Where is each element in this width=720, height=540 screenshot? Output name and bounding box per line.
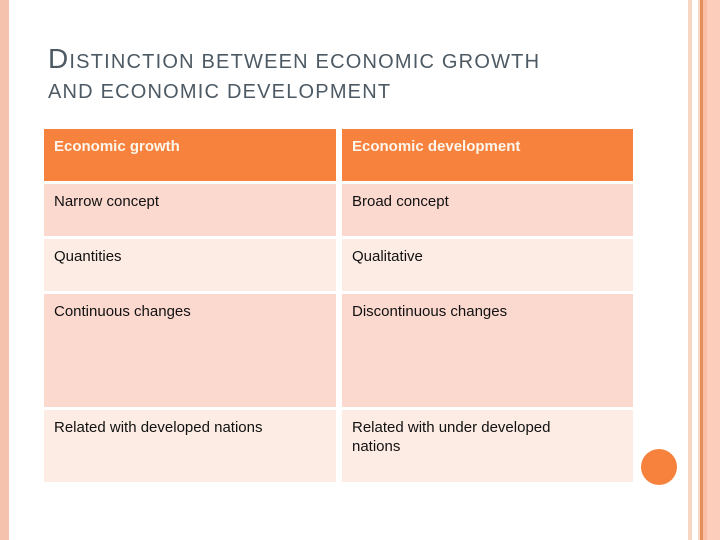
cell-text: Discontinuous changes (352, 303, 508, 320)
cell-text: Related with developed nations (54, 419, 263, 436)
table-cell-row4-col2: Related with under developed nations (342, 410, 633, 482)
table-header-economic-growth: Economic growth (44, 129, 336, 181)
cell-text: Quantities (54, 248, 122, 265)
title-line-1: DISTINCTION BETWEEN ECONOMIC GROWTH (48, 43, 541, 74)
corner-circle-decoration (641, 449, 677, 485)
comparison-table: Economic growth Economic development Nar… (44, 129, 633, 482)
cell-text: Continuous changes (54, 303, 191, 320)
table-cell-row2-col2: Qualitative (342, 239, 633, 291)
cell-text: Qualitative (352, 248, 423, 265)
table-cell-row3-col1: Continuous changes (44, 294, 336, 407)
table-cell-row2-col1: Quantities (44, 239, 336, 291)
cell-text: Broad concept (352, 193, 449, 210)
right-accent-stripe-1 (688, 0, 692, 540)
cell-text: Narrow concept (54, 193, 160, 210)
left-accent-stripe (0, 0, 9, 540)
title-line-2: AND ECONOMIC DEVELOPMENT (48, 81, 392, 103)
table-cell-row4-col1: Related with developed nations (44, 410, 336, 482)
header-label: Economic growth (54, 138, 180, 155)
cell-text: Related with under developed nations (352, 419, 551, 455)
right-accent-stripe-3 (700, 0, 703, 540)
table-cell-row1-col2: Broad concept (342, 184, 633, 236)
right-accent-stripe-2 (698, 0, 700, 540)
right-accent-stripe-5 (707, 0, 720, 540)
table-header-economic-development: Economic development (342, 129, 633, 181)
slide-title: DISTINCTION BETWEEN ECONOMIC GROWTH AND … (48, 44, 540, 107)
table-cell-row1-col1: Narrow concept (44, 184, 336, 236)
right-accent-stripe-4 (703, 0, 707, 540)
table-cell-row3-col2: Discontinuous changes (342, 294, 633, 407)
header-label: Economic development (352, 138, 521, 155)
